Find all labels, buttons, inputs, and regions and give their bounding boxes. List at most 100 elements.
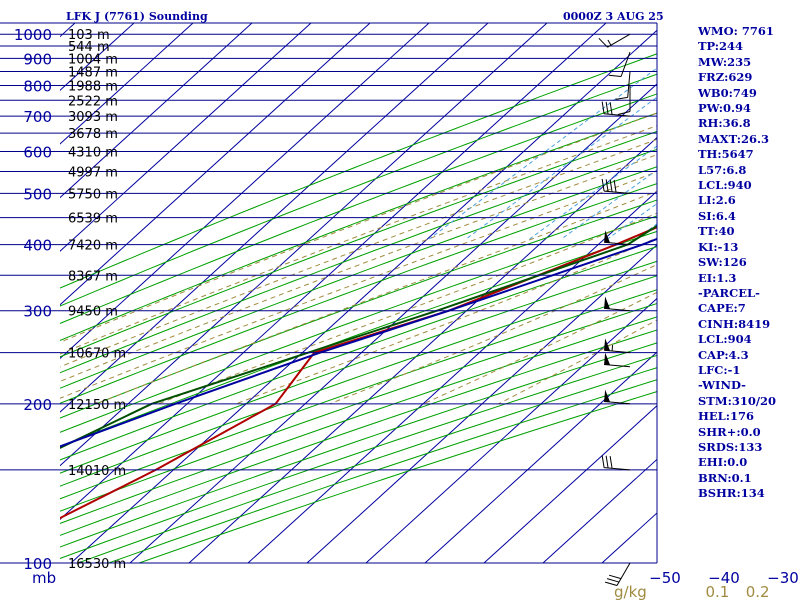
wind-barb-feather [606,578,620,583]
wind-barb-feather [609,456,613,469]
height-label: 8367 m [68,269,118,284]
chart-title: LFK J (7761) Sounding [66,10,208,23]
dewpoint-line [60,224,657,449]
wind-barb [604,230,631,246]
wind-barb [601,455,631,471]
pressure-tick-label: 900 [23,50,52,68]
height-label: 1487 m [68,66,118,81]
index-entry: MW:235 [698,54,752,69]
wind-barb-flag [604,296,611,309]
mixing-ratio-line [428,67,657,240]
pressure-tick-label: 800 [23,77,52,95]
temperature-tick-label: −40 [708,569,740,587]
height-label: 6539 m [68,212,118,227]
isotherm-line [70,29,657,563]
mixing-ratio-unit-label: g/kg [614,583,647,600]
mixing-ratio-line [465,96,657,240]
dry-adiabat [60,215,657,433]
index-entry: TP:244 [698,39,744,54]
wind-barb-staff [620,51,631,77]
moist-adiabat [60,171,657,399]
mixing-ratio-tick-label: 0.2 [746,583,770,600]
index-entry: EI:1.3 [698,270,737,285]
temperature-tick-label: −50 [649,569,681,587]
dry-adiabat [60,183,657,404]
wind-barb-feather [605,179,609,192]
wind-barb-flag [604,230,611,243]
dry-adiabat [60,260,657,474]
dry-adiabat [60,329,657,536]
wind-barb-feather [601,455,605,468]
wind-barb-staff [604,113,631,117]
isotherm-line [60,23,253,199]
dry-adiabat [60,112,657,341]
wind-barb [615,71,631,100]
height-label: 103 m [68,28,110,43]
wind-barb-staff [627,71,631,98]
isotherm-line [60,23,607,521]
wind-barb [604,389,631,405]
dry-adiabat [60,302,657,512]
isotherm-line [60,23,312,252]
wind-barb-feather [608,74,622,78]
index-entry: CAPE:7 [698,301,746,316]
temperature-tick-label: −30 [767,569,799,587]
height-label: 1988 m [68,79,118,94]
pressure-unit-label: mb [32,569,56,587]
index-entry: RH:36.8 [698,116,751,131]
wind-barb-feather [605,101,609,115]
index-entry: LCL:904 [698,332,752,347]
chart-time: 0000Z 3 AUG 25 [563,10,664,23]
height-label: 544 m [68,40,110,55]
pressure-tick-label: 400 [23,237,52,255]
wind-barb-staff [604,467,631,471]
index-entry: CAP:4.3 [698,347,749,362]
pressure-tick-label: 200 [23,396,52,414]
wind-barb-feather [605,455,609,469]
index-entry: TH:5647 [698,147,754,162]
index-entry: LFC:-1 [698,362,741,377]
mixing-ratio-tick-label: 0.1 [706,583,730,600]
dry-adiabat [60,53,657,289]
index-entry: BSHR:134 [698,486,765,501]
index-entry: L57:6.8 [698,162,747,177]
height-label: 10670 m [68,347,126,362]
plot-area [60,23,657,563]
index-entry: PW:0.94 [698,101,752,116]
height-label: 4997 m [68,165,118,180]
dry-adiabat [60,130,657,358]
height-label: 14010 m [68,464,126,479]
wind-barb-feather [609,179,613,192]
wind-barb-feather [601,178,605,192]
index-entry: KI:-13 [698,239,739,254]
isotherm-line [60,23,76,38]
height-label: 16530 m [68,557,126,572]
wind-barb-half-feather [611,345,614,352]
wind-barb [604,296,631,312]
dry-adiabat [60,246,657,461]
height-label: 1004 m [68,52,118,67]
moist-adiabat [60,154,657,382]
wind-barb-feather [601,101,605,114]
index-entry: SRDS:133 [698,439,763,454]
isotherm-line [542,458,657,563]
index-entry: -WIND- [698,378,746,393]
index-entry: LCL:940 [698,178,752,193]
isotherm-line [483,405,657,563]
wind-barb-feather [609,102,613,115]
index-entry: -PARCEL- [698,285,760,300]
pressure-tick-label: 100 [23,555,52,573]
wind-barb [601,178,631,194]
wind-barb-feather [604,581,618,586]
index-entry: FRZ:629 [698,70,753,85]
height-label: 9450 m [68,305,118,320]
wind-barb-feather [617,111,631,115]
height-label: 12150 m [68,398,126,413]
index-entry: WMO: 7761 [698,24,774,38]
indices-panel: WMO: 7761 TP:244 MW:235 FRZ:629 WB0:749 PW:0.… [698,24,798,502]
wind-barb-feather [615,96,628,100]
wind-barb-staff [604,190,631,194]
isotherm-line [60,23,548,467]
index-entry: LI:2.6 [698,193,736,208]
